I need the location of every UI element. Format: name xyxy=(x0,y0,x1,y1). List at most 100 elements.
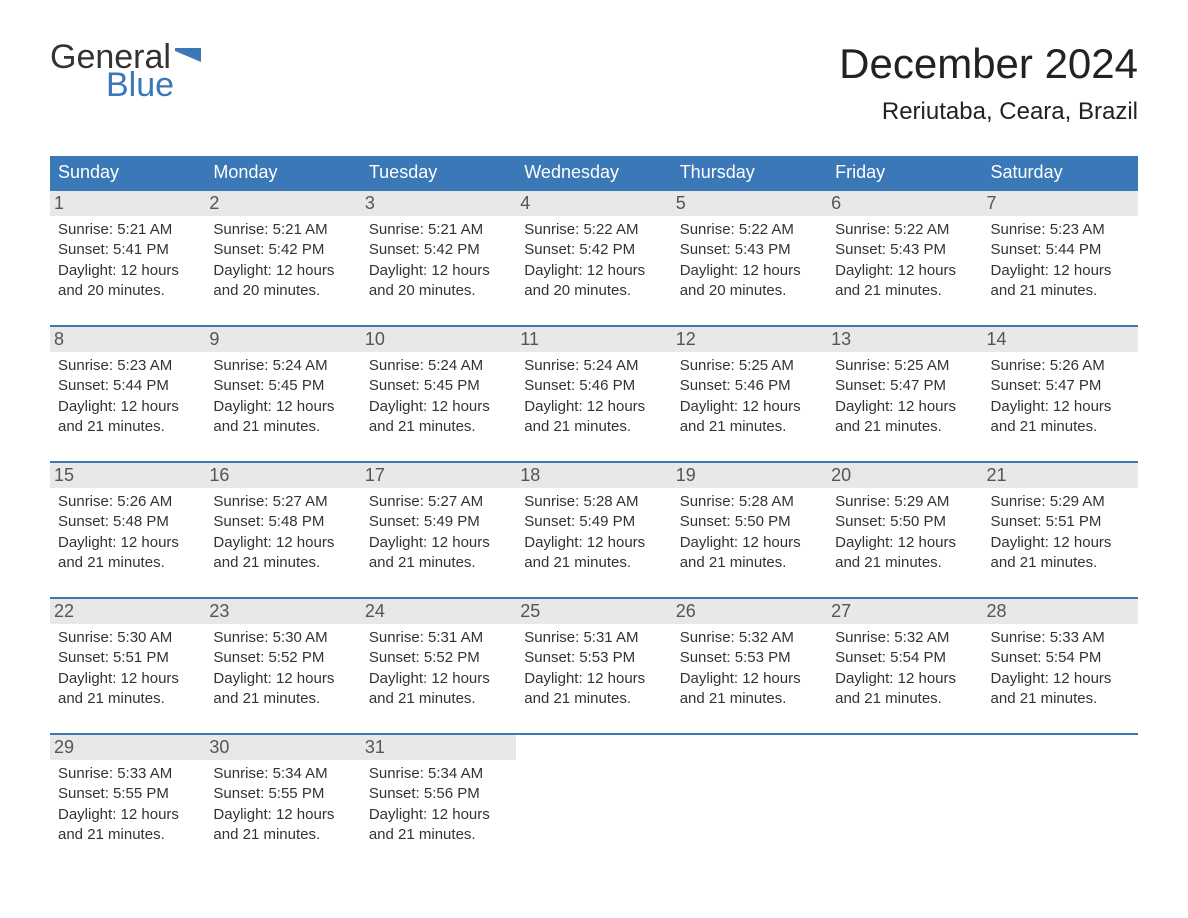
daylight-line: Daylight: 12 hours and 21 minutes. xyxy=(524,533,663,574)
daylight-line: Daylight: 12 hours and 21 minutes. xyxy=(58,805,197,846)
daylight-line: Daylight: 12 hours and 21 minutes. xyxy=(213,533,352,574)
sunrise-line: Sunrise: 5:24 AM xyxy=(524,356,663,376)
day-number: 9 xyxy=(205,327,360,352)
daylight-line: Daylight: 12 hours and 20 minutes. xyxy=(213,261,352,302)
calendar-day: 4Sunrise: 5:22 AMSunset: 5:42 PMDaylight… xyxy=(516,191,671,311)
calendar-week: 15Sunrise: 5:26 AMSunset: 5:48 PMDayligh… xyxy=(50,461,1138,583)
daylight-line: Daylight: 12 hours and 21 minutes. xyxy=(680,397,819,438)
dow-friday: Friday xyxy=(827,156,982,189)
sunrise-line: Sunrise: 5:31 AM xyxy=(369,628,508,648)
sunrise-line: Sunrise: 5:23 AM xyxy=(991,220,1130,240)
calendar-day: 12 Sunrise: 5:25 AMSunset: 5:46 PMDayligh… xyxy=(672,327,827,447)
sunrise-line: Sunrise: 5:32 AM xyxy=(835,628,974,648)
sunrise-line: Sunrise: 5:28 AM xyxy=(680,492,819,512)
daylight-line: Daylight: 12 hours and 21 minutes. xyxy=(369,805,508,846)
calendar-day xyxy=(672,735,827,855)
calendar-day: 9Sunrise: 5:24 AMSunset: 5:45 PMDaylight… xyxy=(205,327,360,447)
calendar-day: 31Sunrise: 5:34 AMSunset: 5:56 PMDayligh… xyxy=(361,735,516,855)
day-number: 25 xyxy=(516,599,671,624)
day-number: 15 xyxy=(50,463,205,488)
day-number: 14 xyxy=(983,327,1138,352)
dow-thursday: Thursday xyxy=(672,156,827,189)
calendar-day: 22Sunrise: 5:30 AMSunset: 5:51 PMDayligh… xyxy=(50,599,205,719)
sunrise-line: Sunrise: 5:26 AM xyxy=(991,356,1130,376)
day-number: 10 xyxy=(361,327,516,352)
calendar-day: 14 Sunrise: 5:26 AMSunset: 5:47 PMDayligh… xyxy=(983,327,1138,447)
calendar-day: 30Sunrise: 5:34 AMSunset: 5:55 PMDayligh… xyxy=(205,735,360,855)
day-number: 29 xyxy=(50,735,205,760)
daylight-line: Daylight: 12 hours and 21 minutes. xyxy=(524,669,663,710)
sunset-line: Sunset: 5:52 PM xyxy=(369,648,508,668)
dow-saturday: Saturday xyxy=(983,156,1138,189)
daylight-line: Daylight: 12 hours and 21 minutes. xyxy=(58,669,197,710)
calendar-day: 6Sunrise: 5:22 AMSunset: 5:43 PMDaylight… xyxy=(827,191,982,311)
calendar-day: 5Sunrise: 5:22 AMSunset: 5:43 PMDaylight… xyxy=(672,191,827,311)
calendar-day: 23Sunrise: 5:30 AMSunset: 5:52 PMDayligh… xyxy=(205,599,360,719)
sunset-line: Sunset: 5:48 PM xyxy=(213,512,352,532)
sunrise-line: Sunrise: 5:33 AM xyxy=(58,764,197,784)
day-of-week-header: Sunday Monday Tuesday Wednesday Thursday… xyxy=(50,156,1138,189)
daylight-line: Daylight: 12 hours and 21 minutes. xyxy=(58,533,197,574)
sunset-line: Sunset: 5:47 PM xyxy=(835,376,974,396)
calendar-day: 24Sunrise: 5:31 AMSunset: 5:52 PMDayligh… xyxy=(361,599,516,719)
calendar-day: 8Sunrise: 5:23 AMSunset: 5:44 PMDaylight… xyxy=(50,327,205,447)
sunset-line: Sunset: 5:42 PM xyxy=(213,240,352,260)
sunset-line: Sunset: 5:53 PM xyxy=(524,648,663,668)
day-number: 6 xyxy=(827,191,982,216)
sunrise-line: Sunrise: 5:25 AM xyxy=(680,356,819,376)
sunrise-line: Sunrise: 5:30 AM xyxy=(58,628,197,648)
sunset-line: Sunset: 5:46 PM xyxy=(680,376,819,396)
daylight-line: Daylight: 12 hours and 20 minutes. xyxy=(680,261,819,302)
sunset-line: Sunset: 5:50 PM xyxy=(680,512,819,532)
daylight-line: Daylight: 12 hours and 21 minutes. xyxy=(213,805,352,846)
calendar-day: 21Sunrise: 5:29 AMSunset: 5:51 PMDayligh… xyxy=(983,463,1138,583)
day-number: 8 xyxy=(50,327,205,352)
calendar-day: 18Sunrise: 5:28 AMSunset: 5:49 PMDayligh… xyxy=(516,463,671,583)
day-number: 13 xyxy=(827,327,982,352)
daylight-line: Daylight: 12 hours and 21 minutes. xyxy=(369,397,508,438)
day-number: 19 xyxy=(672,463,827,488)
sunrise-line: Sunrise: 5:29 AM xyxy=(991,492,1130,512)
day-number: 21 xyxy=(983,463,1138,488)
sunset-line: Sunset: 5:45 PM xyxy=(369,376,508,396)
day-number: 18 xyxy=(516,463,671,488)
sunrise-line: Sunrise: 5:21 AM xyxy=(213,220,352,240)
day-number: 20 xyxy=(827,463,982,488)
sunset-line: Sunset: 5:47 PM xyxy=(991,376,1130,396)
sunset-line: Sunset: 5:42 PM xyxy=(369,240,508,260)
sunset-line: Sunset: 5:48 PM xyxy=(58,512,197,532)
calendar-day: 15 Sunrise: 5:26 AMSunset: 5:48 PMDayligh… xyxy=(50,463,205,583)
day-number: 12 xyxy=(672,327,827,352)
day-number: 26 xyxy=(672,599,827,624)
calendar: Sunday Monday Tuesday Wednesday Thursday… xyxy=(50,156,1138,855)
calendar-day xyxy=(983,735,1138,855)
sunset-line: Sunset: 5:44 PM xyxy=(58,376,197,396)
daylight-line: Daylight: 12 hours and 21 minutes. xyxy=(524,397,663,438)
daylight-line: Daylight: 12 hours and 21 minutes. xyxy=(680,669,819,710)
day-number: 1 xyxy=(50,191,205,216)
day-number: 27 xyxy=(827,599,982,624)
daylight-line: Daylight: 12 hours and 21 minutes. xyxy=(680,533,819,574)
daylight-line: Daylight: 12 hours and 21 minutes. xyxy=(835,669,974,710)
calendar-week: 22Sunrise: 5:30 AMSunset: 5:51 PMDayligh… xyxy=(50,597,1138,719)
day-number: 4 xyxy=(516,191,671,216)
title-block: December 2024 Reriutaba, Ceara, Brazil xyxy=(839,40,1138,126)
sunset-line: Sunset: 5:46 PM xyxy=(524,376,663,396)
calendar-day: 17Sunrise: 5:27 AMSunset: 5:49 PMDayligh… xyxy=(361,463,516,583)
calendar-week: 8Sunrise: 5:23 AMSunset: 5:44 PMDaylight… xyxy=(50,325,1138,447)
sunset-line: Sunset: 5:56 PM xyxy=(369,784,508,804)
dow-wednesday: Wednesday xyxy=(516,156,671,189)
day-number: 17 xyxy=(361,463,516,488)
calendar-day: 28Sunrise: 5:33 AMSunset: 5:54 PMDayligh… xyxy=(983,599,1138,719)
calendar-day: 25Sunrise: 5:31 AMSunset: 5:53 PMDayligh… xyxy=(516,599,671,719)
daylight-line: Daylight: 12 hours and 21 minutes. xyxy=(835,397,974,438)
header: General Blue December 2024 Reriutaba, Ce… xyxy=(50,40,1138,126)
sunrise-line: Sunrise: 5:29 AM xyxy=(835,492,974,512)
calendar-day: 7Sunrise: 5:23 AMSunset: 5:44 PMDaylight… xyxy=(983,191,1138,311)
dow-monday: Monday xyxy=(205,156,360,189)
sunrise-line: Sunrise: 5:26 AM xyxy=(58,492,197,512)
day-number: 24 xyxy=(361,599,516,624)
calendar-body: 1Sunrise: 5:21 AMSunset: 5:41 PMDaylight… xyxy=(50,189,1138,855)
daylight-line: Daylight: 12 hours and 21 minutes. xyxy=(991,397,1130,438)
day-number: 22 xyxy=(50,599,205,624)
